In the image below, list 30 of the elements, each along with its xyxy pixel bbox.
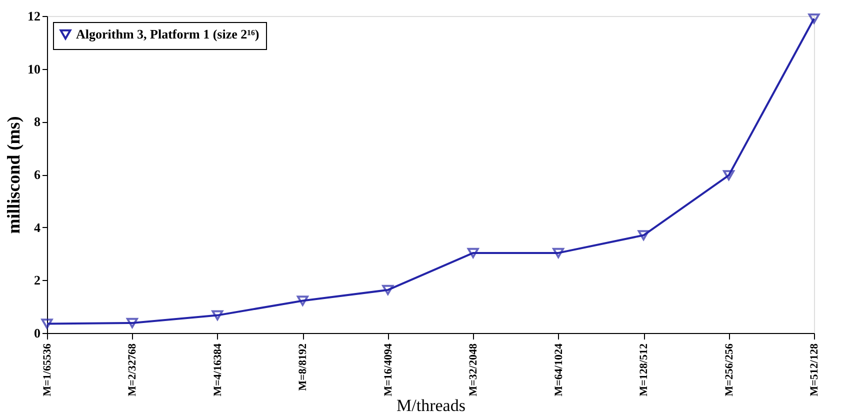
x-tick-label: M=256/256 <box>723 343 736 396</box>
x-tick-label: M=4/16384 <box>212 343 224 396</box>
y-tick-label: 6 <box>34 167 41 182</box>
x-tick-label: M=2/32768 <box>126 343 139 396</box>
point <box>638 230 650 240</box>
y-tick-label: 12 <box>28 8 40 24</box>
point <box>552 248 564 258</box>
y-tick-label: 4 <box>34 220 41 235</box>
point <box>808 14 820 24</box>
x-tick-label: M=128/512 <box>638 343 650 396</box>
x-tick-label: M=16/4094 <box>382 343 394 396</box>
y-tick-label: 8 <box>34 114 41 130</box>
x-tick-label: M=64/1024 <box>552 343 565 396</box>
point <box>382 284 394 296</box>
x-tick-label: M=8/8192 <box>297 343 310 391</box>
y-tick-label: 0 <box>34 326 40 340</box>
point <box>296 296 308 306</box>
x-axis-title: M/threads <box>396 396 466 416</box>
point <box>467 248 479 258</box>
x-tick-label: M=32/2048 <box>468 343 480 396</box>
y-axis-title: milliscond (ms) <box>4 116 24 234</box>
legend-label: Algorithm 3, Platform 1 (size 2¹⁶) <box>76 26 260 42</box>
x-tick-label: M=512/128 <box>808 343 820 396</box>
y-tick-label: 10 <box>28 61 40 76</box>
point <box>41 318 53 329</box>
x-tick-label: M=1/65536 <box>42 343 54 396</box>
point <box>212 310 224 320</box>
point <box>126 318 138 328</box>
y-tick-label: 2 <box>34 272 40 288</box>
point <box>723 170 735 180</box>
